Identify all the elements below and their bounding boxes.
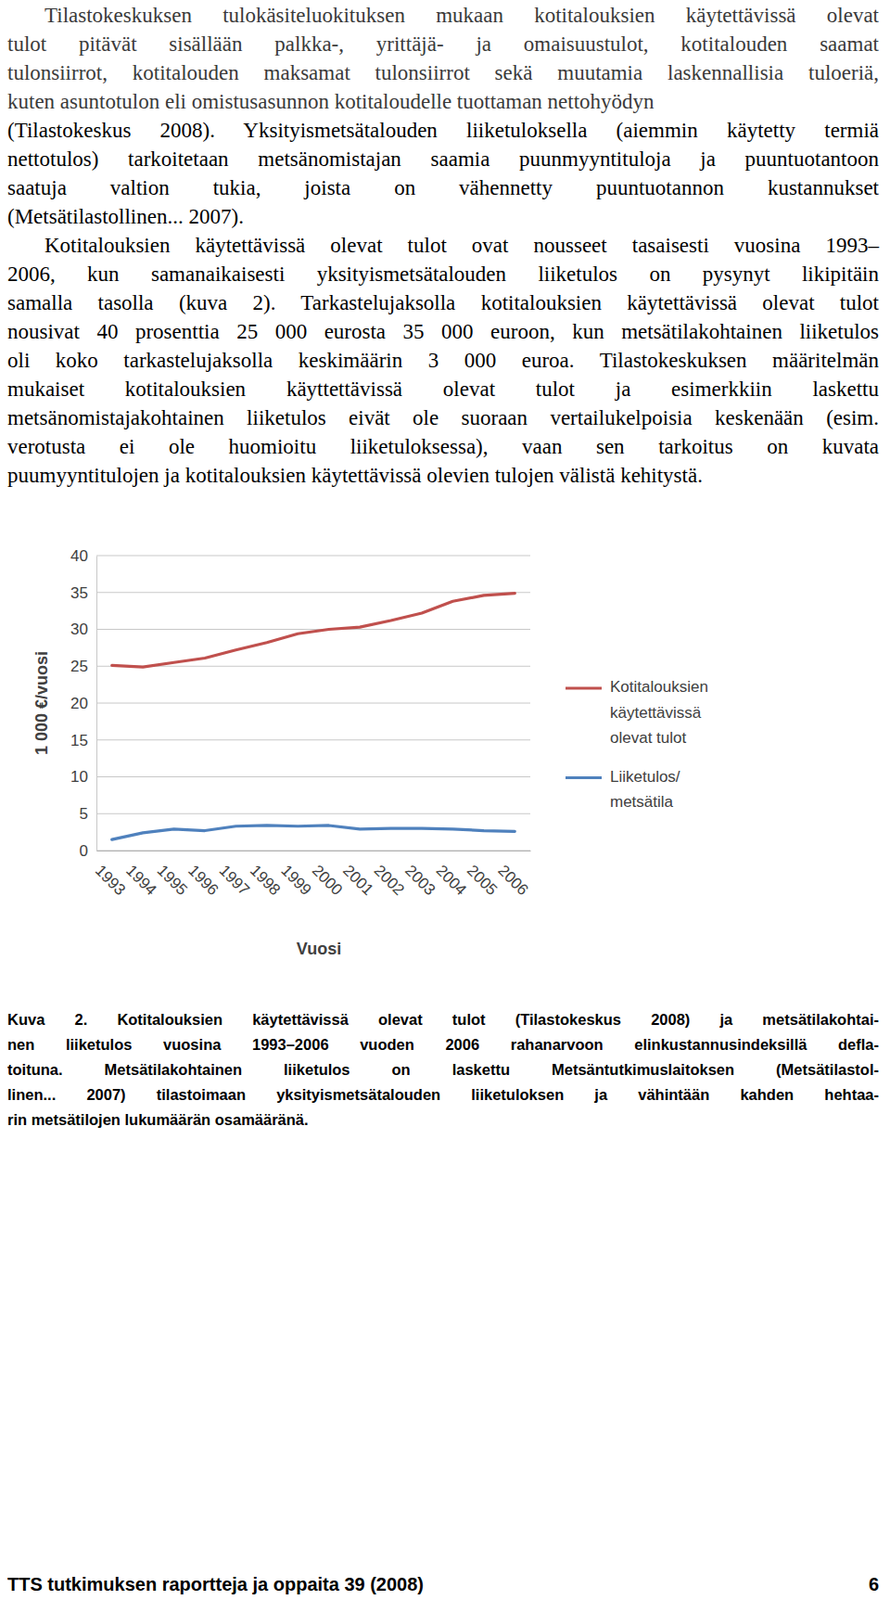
y-tick-label: 35 <box>70 584 89 602</box>
y-tick: 10 <box>70 767 97 786</box>
y-tick: 30 <box>70 620 97 638</box>
grid-line <box>96 702 531 704</box>
grid <box>96 555 531 851</box>
y-tick: 5 <box>79 804 97 823</box>
text-line: (Tilastokeskus 2008). Yksityismetsätalou… <box>7 115 879 145</box>
caption-line: nen liiketulos vuosina 1993–2006 vuoden … <box>7 1031 879 1057</box>
y-tick-label: 5 <box>79 804 89 823</box>
text-line: metsänomistajakohtainen liiketulos eivät… <box>7 403 879 433</box>
x-tick-label: 1997 <box>216 861 254 899</box>
x-axis-title: Vuosi <box>296 939 342 958</box>
grid-line <box>96 628 531 630</box>
page-number: 6 <box>868 1571 879 1596</box>
x-tick-label: 1998 <box>246 861 284 899</box>
x-tick-label: 2001 <box>339 861 377 899</box>
grid-line <box>96 665 531 667</box>
y-axis-title: 1 000 €/vuosi <box>32 650 51 755</box>
text-line: puumyyntitulojen ja kotitalouksien käyte… <box>7 460 879 490</box>
x-tick: 2006 <box>494 850 532 899</box>
text-line: oli koko tarkastelujaksolla keskimäärin … <box>7 345 879 375</box>
x-axis-line <box>97 850 532 852</box>
x-tick-label: 2006 <box>494 861 532 899</box>
y-tick-label: 0 <box>79 841 89 860</box>
x-tick-label: 1996 <box>184 861 222 899</box>
y-tick: 35 <box>70 584 97 602</box>
y-tick-label: 30 <box>70 620 89 638</box>
grid-line <box>96 813 531 814</box>
y-tick: 25 <box>70 657 97 675</box>
text-line: tulonsiirrot, kotitalouden maksamat tulo… <box>7 58 879 88</box>
x-tick-label: 1999 <box>277 861 315 899</box>
text-line: tulot pitävät sisällään palkka-, yrittäj… <box>7 29 879 59</box>
legend-label: Liiketulos/metsätila <box>610 767 681 812</box>
x-tick-label: 2004 <box>432 861 471 899</box>
x-tick-label: 1994 <box>122 861 160 899</box>
y-tick: 15 <box>70 731 97 750</box>
caption-line: linen... 2007) tilastoimaan yksityismets… <box>7 1081 879 1107</box>
y-axis: 0 5 10 15 20 25 30 35 40 <box>70 546 97 860</box>
x-tick-label: 2002 <box>370 861 408 899</box>
caption-line: Kuva 2. Kotitalouksien käytettävissä ole… <box>7 1006 879 1032</box>
grid-line <box>96 775 531 777</box>
text-line: samalla tasolla (kuva 2). Tarkastelujaks… <box>7 288 879 318</box>
x-axis: 1993199419951996199719981999200020012002… <box>91 850 533 899</box>
x-tick-label: 1993 <box>91 861 129 899</box>
text-line: 2006, kun samanaikaisesti yksityismetsät… <box>7 259 879 289</box>
legend: Kotitalouksienkäytettävissäolevat tulot L… <box>565 677 709 811</box>
text-line: nousivat 40 prosenttia 25 000 eurosta 35… <box>7 317 879 346</box>
y-tick-label: 15 <box>70 731 89 750</box>
y-tick: 40 <box>70 546 97 565</box>
x-tick-label: 2000 <box>308 861 346 899</box>
x-tick-label: 2003 <box>401 861 439 899</box>
y-tick-label: 25 <box>70 657 89 675</box>
text-line: (Metsätilastollinen... 2007). <box>7 202 879 231</box>
page: Tilastokeskuksen tulokäsiteluokituksen m… <box>0 0 890 1600</box>
y-tick-label: 20 <box>70 694 89 712</box>
caption-line: toituna. Metsätilakohtainen liiketulos o… <box>7 1056 879 1082</box>
series-line <box>112 825 516 840</box>
y-tick-label: 40 <box>70 546 89 565</box>
footer-text: TTS tutkimuksen raportteja ja oppaita 39… <box>7 1571 424 1596</box>
text-line: nettotulos) tarkoitetaan metsänomistajan… <box>7 144 879 174</box>
x-tick-label: 2005 <box>463 861 501 899</box>
text-line: Kotitalouksien käytettävissä olevat tulo… <box>7 230 879 260</box>
y-tick: 0 <box>79 841 97 860</box>
y-tick-label: 10 <box>70 767 89 786</box>
legend-label: Kotitalouksienkäytettävissäolevat tulot <box>610 677 709 747</box>
y-tick: 20 <box>70 694 97 712</box>
text-line: saatuja valtion tukia, joista on vähenne… <box>7 173 879 203</box>
plot-area <box>112 593 516 840</box>
text-line: Tilastokeskuksen tulokäsiteluokituksen m… <box>7 0 879 30</box>
text-line: mukaiset kotitalouksien käyttettävissä o… <box>7 374 879 404</box>
caption-line: rin metsätilojen lukumäärän osamääränä. <box>7 1106 879 1132</box>
text-line: kuten asuntotulon eli omistusasunnon kot… <box>7 87 879 116</box>
x-tick-label: 1995 <box>153 861 191 899</box>
legend-swatch <box>565 686 602 689</box>
grid-line <box>96 591 531 593</box>
series-line <box>112 593 516 668</box>
legend-swatch <box>565 775 602 779</box>
y-axis-line <box>96 556 98 852</box>
chart: 0 5 10 15 20 25 30 35 40 199319941995199619971998… <box>0 0 890 1600</box>
grid-line <box>96 850 531 852</box>
grid-line <box>96 555 531 557</box>
grid-line <box>96 738 531 740</box>
text-line: verotusta ei ole huomioitu liiketulokses… <box>7 432 879 461</box>
